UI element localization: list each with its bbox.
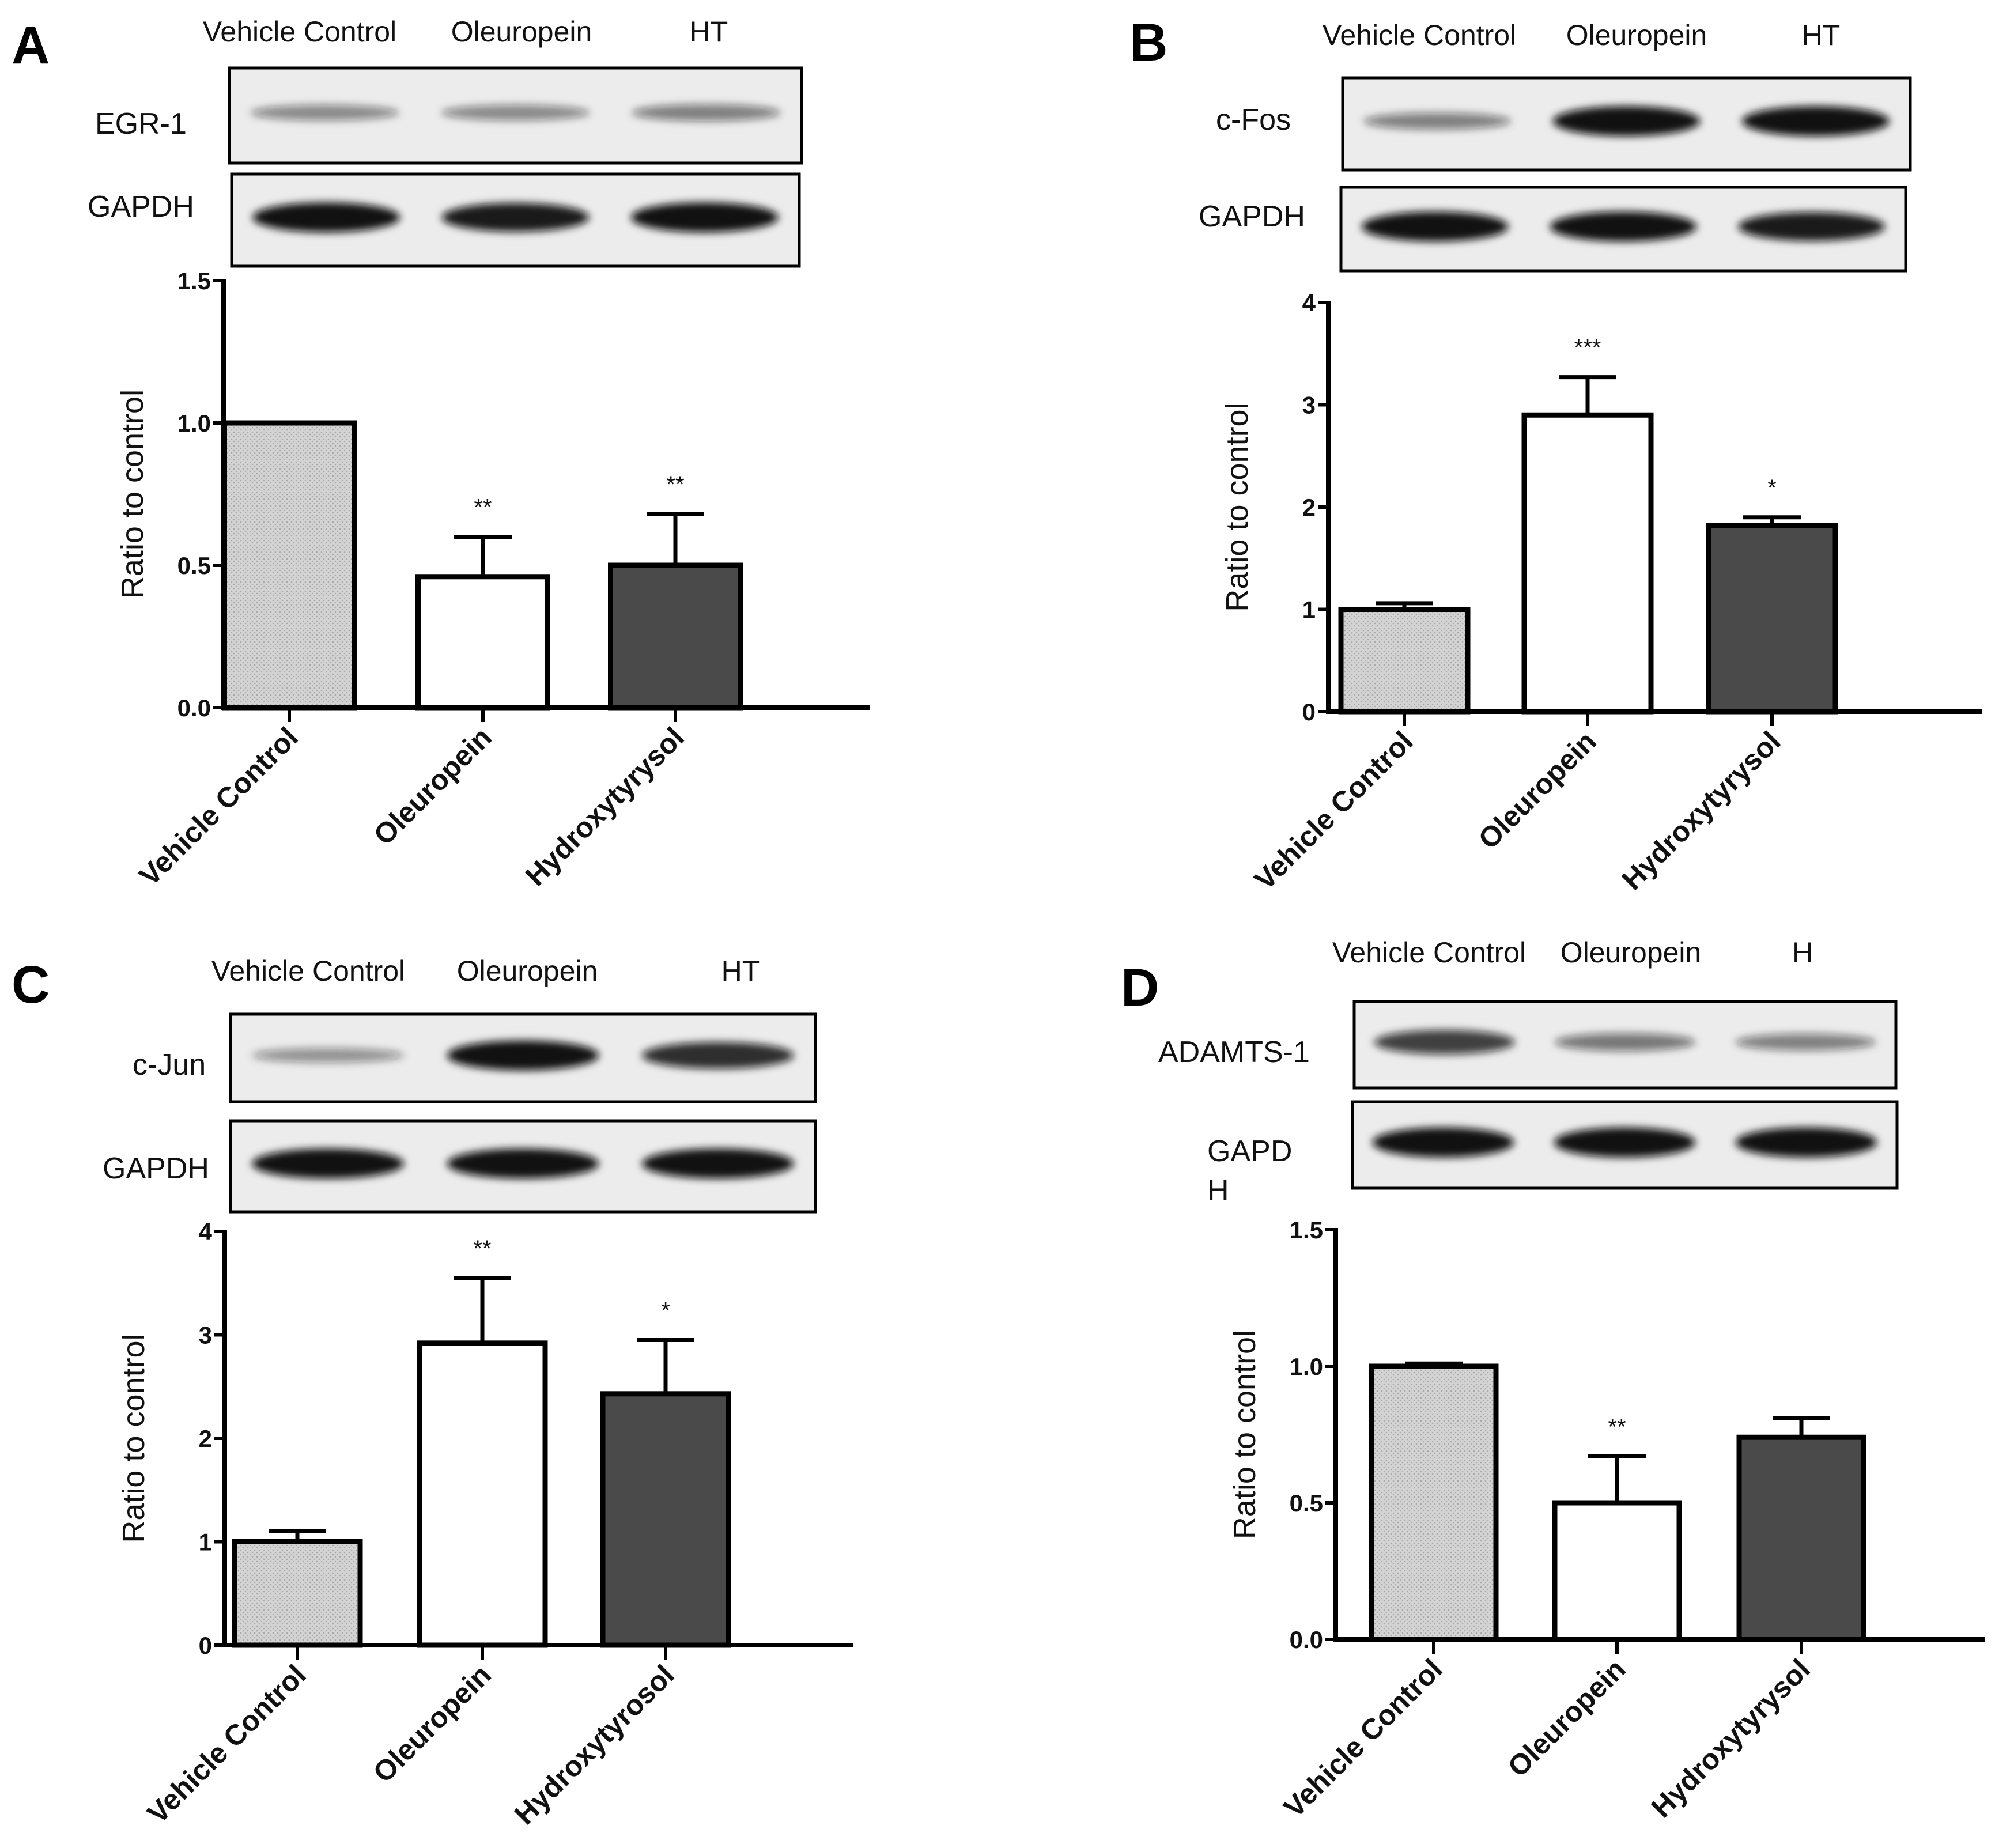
significance-marker-hydroxytyrosol: **: [666, 472, 684, 497]
y-axis-label: Ratio to control: [1220, 402, 1255, 611]
blot-lane-label-hydroxytyrosol: HT: [1802, 19, 1841, 51]
blot-band: [447, 1040, 599, 1071]
blot-band: [252, 1048, 405, 1063]
blot-band: [632, 104, 781, 122]
bar-hydroxytyrosol: [608, 562, 743, 711]
significance-marker-oleuropein: **: [1608, 1414, 1626, 1439]
blot-lane-label-vehicle: Vehicle Control: [1323, 19, 1516, 51]
blot-band: [1735, 1033, 1876, 1051]
blot-lane-label-hydroxytyrosol: HT: [690, 16, 728, 48]
blot-lane-label-hydroxytyrosol: H: [1792, 936, 1813, 969]
y-tick-label: 0.5: [177, 552, 211, 579]
blot-lane-label-oleuropein: Oleuropein: [1561, 936, 1702, 969]
blot-band: [1735, 1127, 1877, 1158]
bar-hydroxytyrosol: [1706, 523, 1838, 715]
blot-row-label: GAPDH: [103, 1152, 209, 1185]
blot-band: [1550, 211, 1697, 242]
panel-a-letter: A: [12, 16, 50, 75]
blot-band: [1738, 212, 1886, 241]
y-tick-label: 0.5: [1290, 1490, 1323, 1517]
y-tick-label: 1: [1302, 596, 1316, 623]
y-tick-label: 2: [199, 1425, 212, 1452]
blot-band: [641, 1148, 794, 1179]
blot-band: [441, 203, 590, 232]
y-tick-label: 0: [1302, 698, 1316, 725]
blot-band: [1363, 112, 1512, 130]
y-tick-label: 1: [199, 1529, 212, 1556]
bar-oleuropein: [1552, 1500, 1682, 1642]
y-axis-label: Ratio to control: [115, 390, 150, 599]
panel-d: D Vehicle Control Oleuropein H ADAMTS-1 GAPD H…: [1121, 936, 1985, 1824]
y-tick-label: 4: [199, 1218, 213, 1245]
blot-band: [1741, 106, 1890, 137]
blot-lane-label-oleuropein: Oleuropein: [1566, 19, 1707, 51]
y-axis-label: Ratio to control: [1227, 1330, 1262, 1539]
blot-lane-label-hydroxytyrosol: HT: [721, 955, 760, 987]
blot-band: [252, 202, 400, 233]
bar-hydroxytyrosol: [1736, 1434, 1866, 1642]
y-tick-label: 0.0: [177, 694, 211, 721]
blot-band: [1372, 1127, 1514, 1158]
bar-vehicle: [232, 1539, 363, 1648]
blot-band: [1554, 1127, 1696, 1158]
y-tick-label: 3: [199, 1322, 212, 1349]
y-tick-label: 0: [199, 1632, 212, 1659]
blot-lane-label-vehicle: Vehicle Control: [203, 16, 396, 48]
blot-lane-label-vehicle: Vehicle Control: [1332, 936, 1526, 969]
blot-band: [1554, 1033, 1696, 1052]
bar-vehicle: [222, 420, 357, 711]
y-tick-label: 3: [1302, 392, 1316, 419]
blot-lane-label-vehicle: Vehicle Control: [211, 955, 405, 987]
y-tick-label: 1.0: [177, 410, 211, 437]
significance-marker-hydroxytyrosol: *: [1767, 475, 1777, 501]
blot-row-label: EGR-1: [95, 107, 187, 141]
blot-band: [1374, 1030, 1515, 1055]
panel-a: A Vehicle Control Oleuropein HT EGR-1 GAPDH 0.…: [12, 16, 870, 892]
bar-vehicle: [1369, 1363, 1499, 1642]
blot-band: [1552, 106, 1701, 137]
significance-marker-hydroxytyrosol: *: [661, 1298, 670, 1323]
blot-band: [441, 104, 590, 121]
y-tick-label: 1.5: [177, 267, 211, 294]
blot-band: [641, 1042, 794, 1069]
blot-band: [252, 1148, 405, 1179]
blot-row-label: c-Fos: [1216, 103, 1291, 137]
y-tick-label: 0.0: [1290, 1626, 1323, 1653]
y-tick-label: 1.0: [1290, 1353, 1323, 1380]
bar-hydroxytyrosol: [600, 1391, 731, 1648]
significance-marker-oleuropein: **: [474, 495, 492, 520]
blot-band: [250, 104, 399, 121]
panel-c-letter: C: [12, 955, 50, 1014]
blot-lane-label-oleuropein: Oleuropein: [457, 955, 598, 987]
panel-b-letter: B: [1129, 13, 1167, 72]
blot-lane-label-oleuropein: Oleuropein: [451, 16, 592, 48]
blot-row-label: GAPDH: [88, 190, 194, 224]
y-tick-label: 4: [1302, 289, 1316, 316]
blot-band: [447, 1148, 599, 1179]
bar-vehicle: [1338, 607, 1471, 715]
panel-d-letter: D: [1121, 958, 1159, 1017]
blot-row-label: c-Jun: [133, 1048, 206, 1082]
blot-row-label: ADAMTS-1: [1158, 1036, 1310, 1069]
bar-oleuropein: [417, 1340, 548, 1648]
bar-oleuropein: [1521, 412, 1654, 715]
significance-marker-oleuropein: ***: [1574, 335, 1601, 361]
blot-band: [1361, 211, 1509, 242]
blot-row-label: GAPDH: [1199, 200, 1305, 233]
bar-oleuropein: [415, 574, 550, 711]
y-tick-label: 1.5: [1290, 1216, 1323, 1244]
significance-marker-oleuropein: **: [473, 1236, 491, 1261]
blot-band: [630, 202, 779, 233]
y-tick-label: 2: [1302, 494, 1316, 521]
y-axis-label: Ratio to control: [116, 1333, 151, 1543]
